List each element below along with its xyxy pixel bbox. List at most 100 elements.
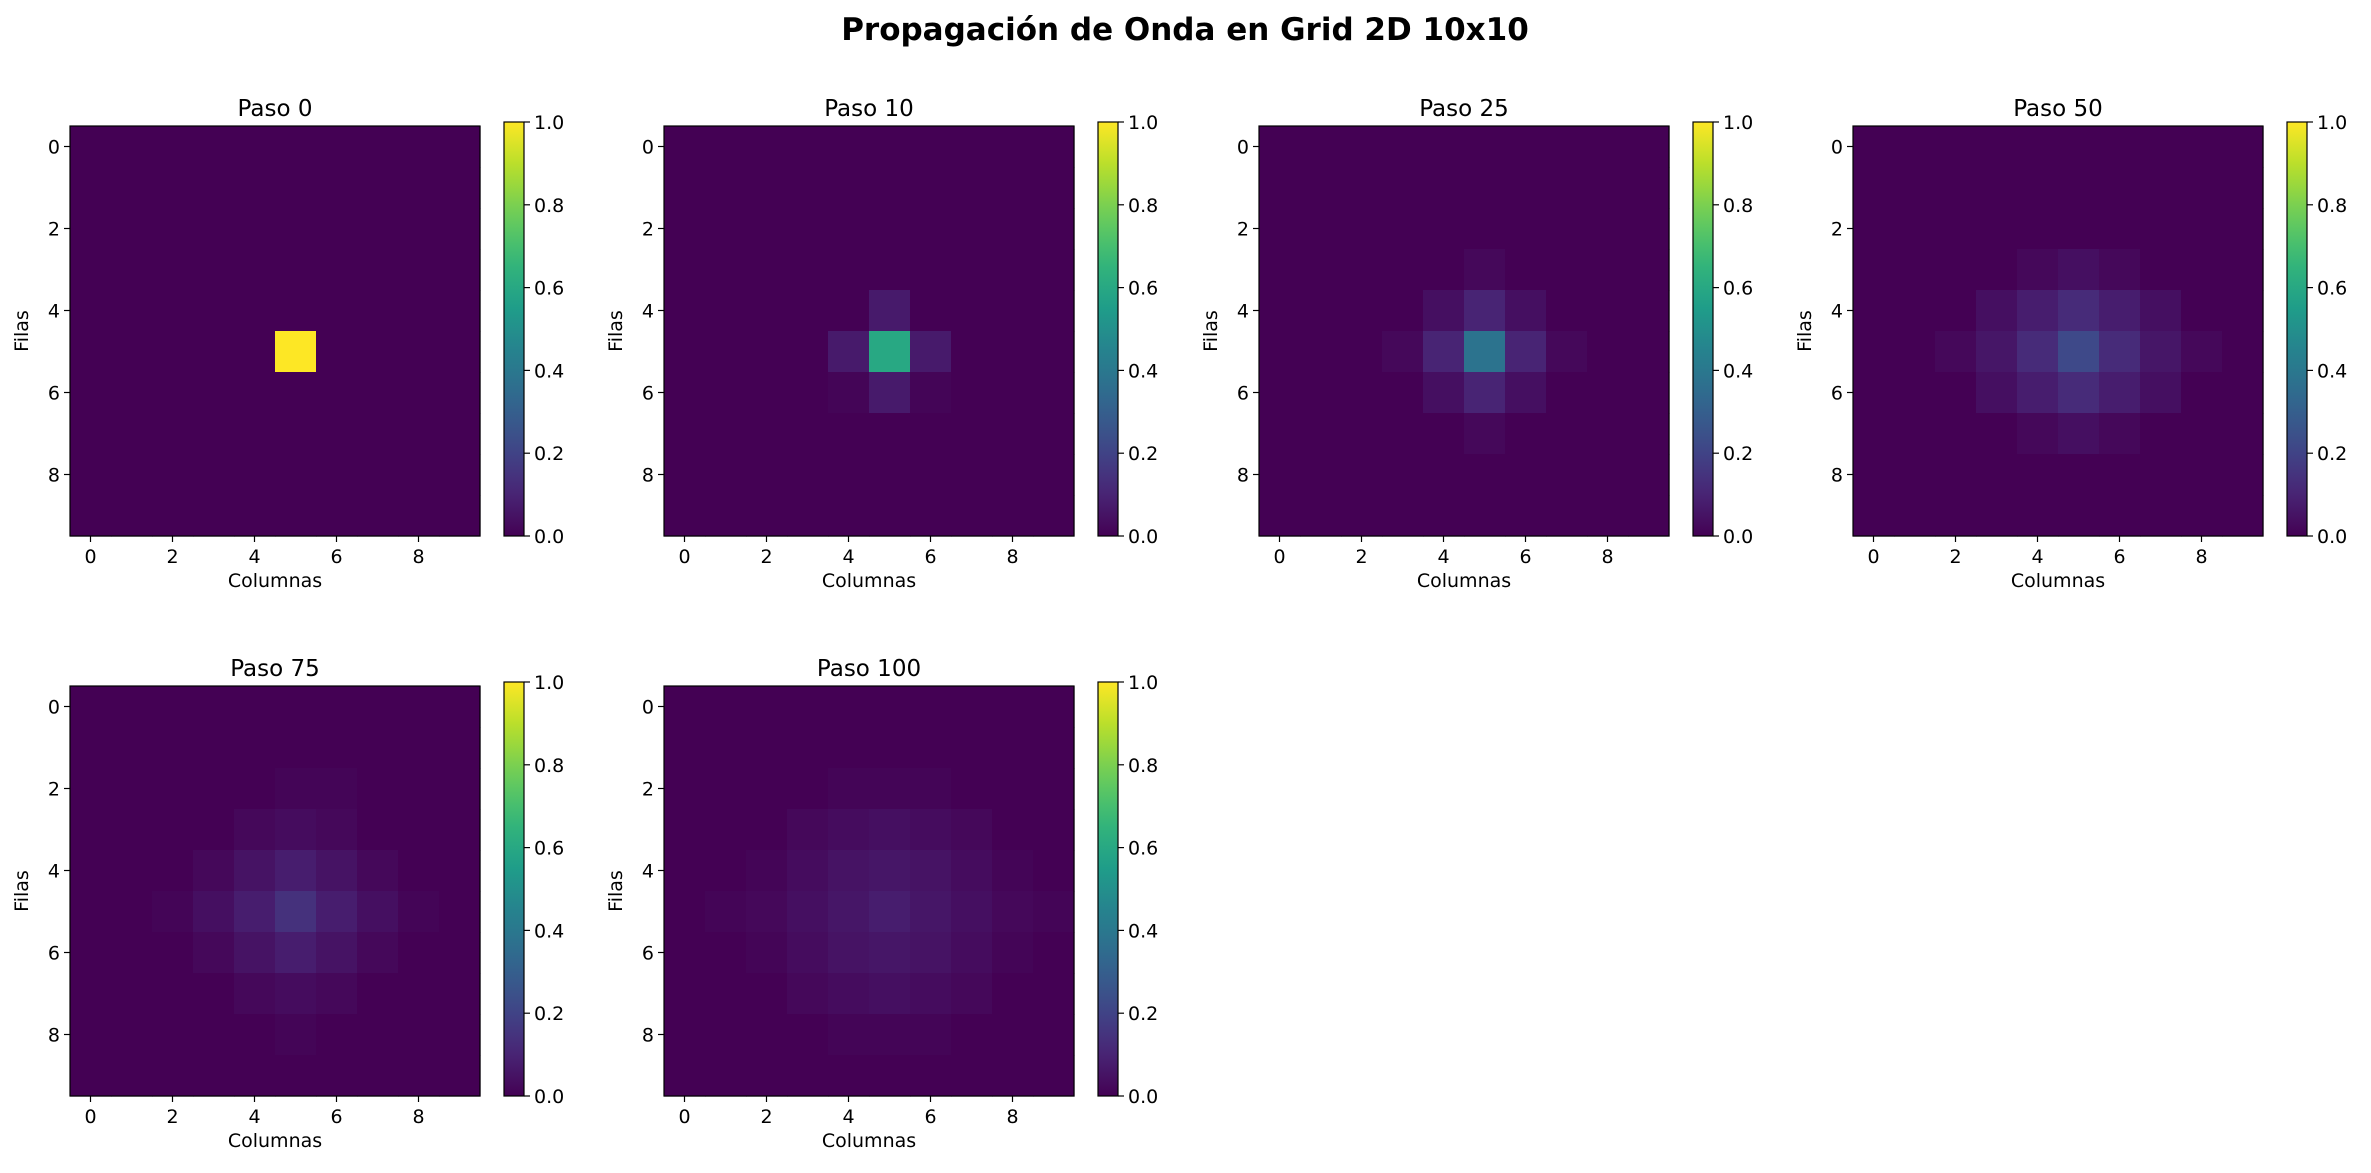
heatmap-cell <box>1464 331 1506 373</box>
y-tick-label: 6 <box>48 943 60 965</box>
heatmap-cell <box>439 495 481 537</box>
heatmap-cell <box>828 973 870 1015</box>
heatmap-cell <box>398 727 440 769</box>
heatmap-cell <box>910 495 952 537</box>
heatmap-cell <box>1546 372 1588 414</box>
heatmap-cell <box>787 686 829 728</box>
y-axis-label: Filas <box>605 310 627 352</box>
heatmap-cell <box>746 413 788 455</box>
heatmap-cell <box>1259 372 1301 414</box>
heatmap-cell <box>1033 495 1075 537</box>
heatmap-panel: Paso 100 0 2 4 6 8 0 2 4 6 8 Columnas Filas 0.0 0.2 0.4… <box>605 656 1158 1152</box>
heatmap-cell <box>398 1014 440 1056</box>
colorbar-tick-label: 0.8 <box>534 755 564 777</box>
heatmap-cell <box>910 686 952 728</box>
heatmap-cell <box>1259 331 1301 373</box>
heatmap-cell <box>1894 126 1936 168</box>
heatmap-cell <box>1341 331 1383 373</box>
heatmap-cell <box>787 1014 829 1056</box>
heatmap-cell <box>439 167 481 209</box>
heatmap-cell <box>1853 249 1895 291</box>
heatmap-cell <box>152 727 194 769</box>
heatmap-cell <box>705 249 747 291</box>
heatmap-cell <box>828 290 870 332</box>
heatmap-cell <box>746 331 788 373</box>
heatmap-cell <box>1976 454 2018 496</box>
heatmap-cell <box>1976 290 2018 332</box>
heatmap-cell <box>234 1055 276 1097</box>
heatmap-cell <box>951 850 993 892</box>
heatmap-cell <box>1587 290 1629 332</box>
colorbar <box>2286 121 2308 537</box>
heatmap-cell <box>664 768 706 810</box>
heatmap-cell <box>910 290 952 332</box>
y-tick-label: 0 <box>48 697 60 719</box>
heatmap-cell <box>1033 1014 1075 1056</box>
y-tick-label: 6 <box>1831 383 1843 405</box>
heatmap-cell <box>275 891 317 933</box>
heatmap-cell <box>1976 495 2018 537</box>
heatmap-cell <box>2099 331 2141 373</box>
colorbar <box>503 681 525 1097</box>
heatmap-cell <box>234 454 276 496</box>
heatmap-cell <box>910 126 952 168</box>
heatmap-cell <box>869 850 911 892</box>
x-tick-label: 0 <box>1867 546 1879 568</box>
heatmap-cell <box>1628 331 1670 373</box>
y-tick-label: 8 <box>48 465 60 487</box>
heatmap-cell <box>2058 454 2100 496</box>
heatmap-cell <box>2017 331 2059 373</box>
heatmap-cell <box>234 686 276 728</box>
heatmap-cell <box>193 495 235 537</box>
heatmap-cell <box>746 454 788 496</box>
heatmap-cell <box>828 727 870 769</box>
heatmap-cell <box>316 495 358 537</box>
heatmap-cell <box>951 1055 993 1097</box>
heatmap-cell <box>357 932 399 974</box>
colorbar-tick-label: 0.0 <box>534 1086 564 1108</box>
heatmap-cell <box>910 413 952 455</box>
y-tick-label: 6 <box>1237 383 1249 405</box>
heatmap-cell <box>1033 686 1075 728</box>
colorbar-tick-label: 0.8 <box>1723 195 1753 217</box>
heatmap-cell <box>398 126 440 168</box>
x-tick-label: 8 <box>412 1106 424 1128</box>
heatmap-cell <box>869 495 911 537</box>
heatmap-cell <box>1300 454 1342 496</box>
heatmap-cell <box>869 768 911 810</box>
heatmap-cell <box>2017 208 2059 250</box>
heatmap-cell <box>193 372 235 414</box>
heatmap-cell <box>787 126 829 168</box>
heatmap-cell <box>275 727 317 769</box>
heatmap-cell <box>439 290 481 332</box>
y-tick-label: 4 <box>48 301 60 323</box>
heatmap-cell <box>664 727 706 769</box>
heatmap-cell <box>111 1014 153 1056</box>
heatmap-cell <box>705 495 747 537</box>
heatmap-cell <box>828 809 870 851</box>
heatmap-cell <box>193 126 235 168</box>
heatmap-cell <box>316 454 358 496</box>
y-tick-label: 4 <box>1831 301 1843 323</box>
heatmap-cell <box>828 495 870 537</box>
heatmap-cell <box>787 891 829 933</box>
heatmap-cell <box>951 126 993 168</box>
heatmap-cell <box>275 768 317 810</box>
heatmap-cell <box>664 686 706 728</box>
heatmap-cell <box>70 768 112 810</box>
heatmap-cell <box>828 167 870 209</box>
heatmap-cell <box>992 372 1034 414</box>
heatmap-cell <box>1976 208 2018 250</box>
heatmap-cell <box>869 1014 911 1056</box>
heatmap-cell <box>1300 249 1342 291</box>
heatmap-cell <box>398 372 440 414</box>
colorbar-tick-label: 0.8 <box>2317 195 2347 217</box>
heatmap-cell <box>1628 167 1670 209</box>
heatmap-cell <box>1033 850 1075 892</box>
y-axis-label: Filas <box>11 310 33 352</box>
colorbar <box>1097 681 1119 1097</box>
heatmap-cell <box>1300 208 1342 250</box>
heatmap-cell <box>1976 167 2018 209</box>
heatmap-cell <box>2099 126 2141 168</box>
heatmap-cell <box>2140 167 2182 209</box>
